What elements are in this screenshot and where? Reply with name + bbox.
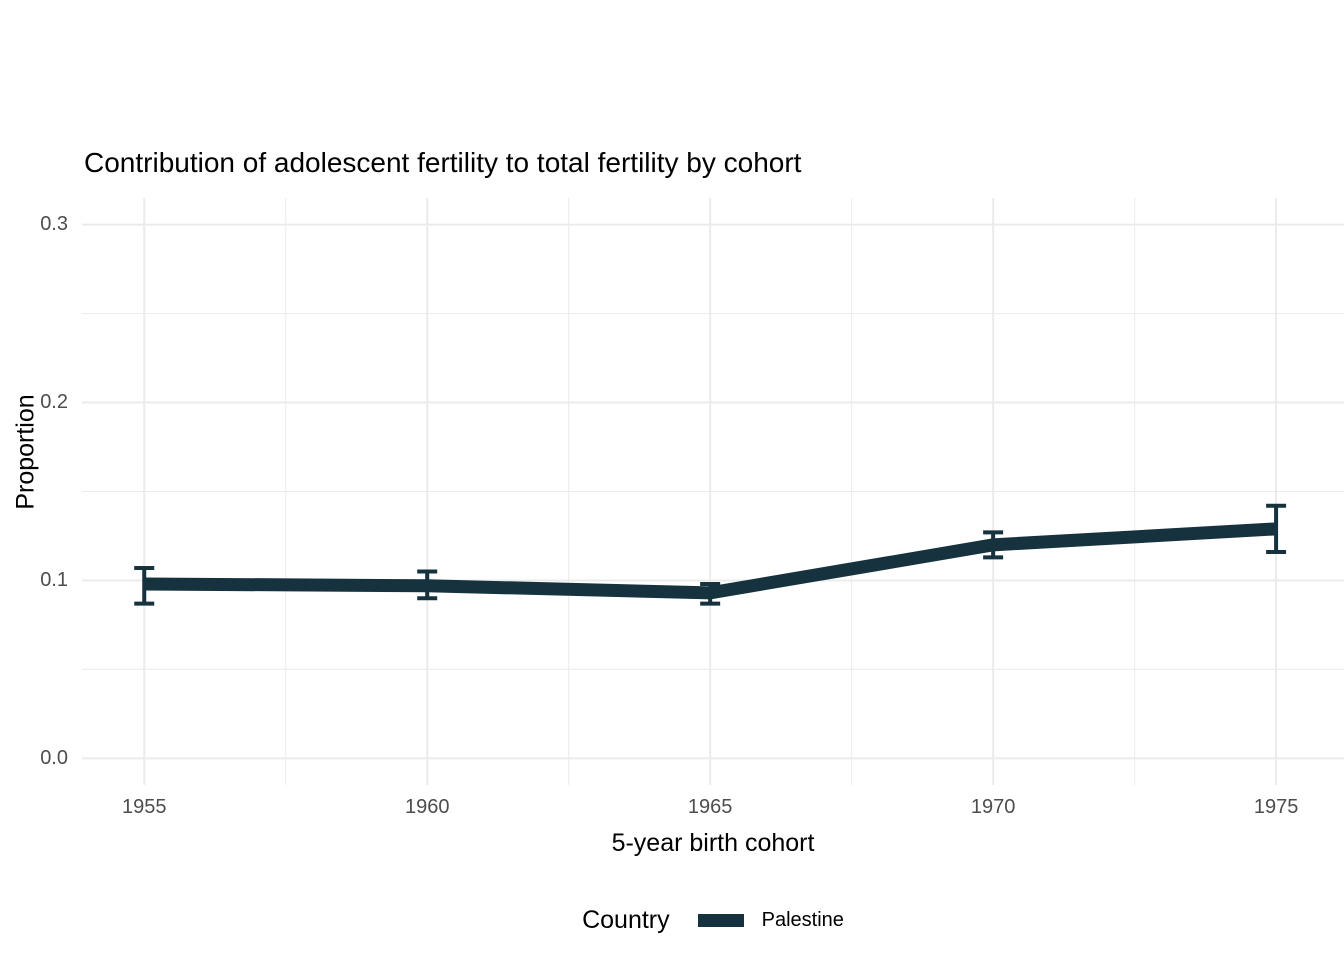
series-line-palestine (144, 522, 1277, 600)
y-tick-label: 0.0 (40, 746, 68, 769)
x-tick-label: 1955 (122, 796, 167, 818)
x-tick-label: 1960 (404, 796, 450, 818)
x-tick-label: 1970 (970, 796, 1016, 818)
plot-panel (82, 198, 1344, 785)
legend-title: Country (582, 906, 670, 934)
y-tick-label: 0.3 (40, 213, 68, 236)
legend-line-swatch (697, 914, 744, 927)
x-axis-title: 5-year birth cohort (611, 829, 815, 857)
legend: Country Palestine (82, 906, 1344, 935)
x-tick-label: 1965 (687, 796, 733, 818)
y-tick-label: 0.1 (40, 568, 68, 591)
legend-item-label: Palestine (761, 909, 844, 931)
chart-title: Contribution of adolescent fertility to … (84, 147, 802, 178)
x-tick-label: 1975 (1253, 796, 1299, 818)
y-tick-label: 0.2 (40, 391, 68, 414)
